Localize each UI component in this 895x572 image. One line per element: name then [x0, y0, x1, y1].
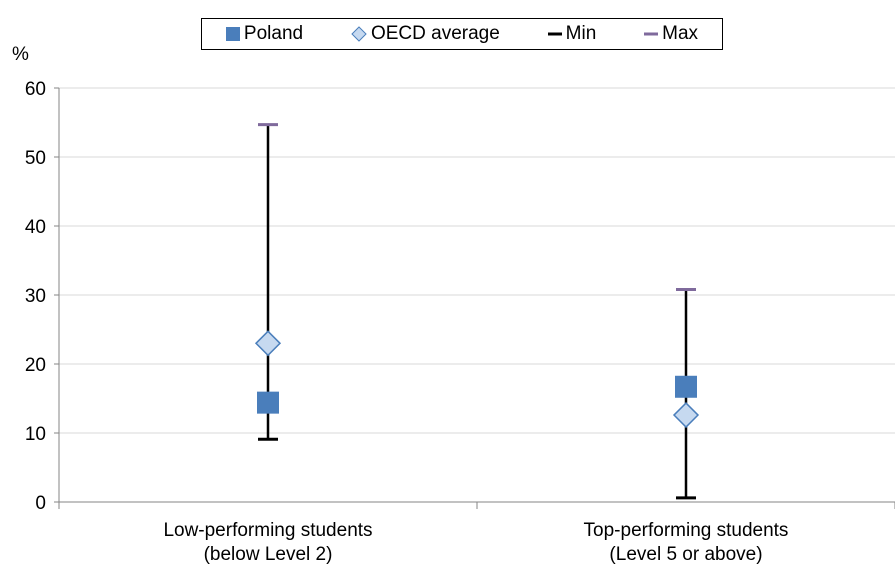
legend-label-oecd-average: OECD average — [370, 23, 500, 44]
axes — [54, 87, 895, 509]
x-category-label: Low-performing students — [163, 520, 372, 541]
legend-label-min: Min — [565, 23, 597, 44]
y-tick-label: 30 — [25, 286, 46, 307]
legend-label-max: Max — [662, 23, 699, 44]
legend: Poland OECD average Min Max — [201, 18, 723, 50]
legend-item-oecd-average: OECD average — [351, 23, 500, 45]
y-tick-label: 60 — [25, 79, 46, 100]
legend-item-max: Max — [644, 23, 698, 45]
gridlines — [59, 87, 895, 434]
max-dash-icon — [644, 32, 659, 36]
y-tick-label: 50 — [25, 148, 46, 169]
data-marks — [254, 123, 700, 500]
diamond-marker-icon — [351, 26, 367, 42]
min-dash-icon — [547, 32, 562, 36]
legend-item-min: Min — [547, 23, 597, 45]
square-marker-icon — [225, 27, 240, 41]
legend-label-poland: Poland — [243, 23, 304, 44]
poland-marker — [257, 391, 279, 414]
x-category-label: (below Level 2) — [204, 544, 333, 565]
poland-marker — [675, 375, 697, 398]
oecd-average-marker — [672, 401, 700, 429]
y-tick-label: 40 — [25, 217, 46, 238]
y-tick-label: 20 — [25, 355, 46, 376]
y-unit-label: % — [12, 44, 29, 65]
legend-item-poland: Poland — [225, 23, 304, 45]
y-tick-label: 0 — [35, 493, 46, 514]
x-category-label: (Level 5 or above) — [609, 544, 762, 565]
y-tick-labels: 0 10 20 30 40 50 60 — [25, 79, 46, 514]
oecd-average-marker — [254, 330, 282, 357]
x-category-labels: Low-performing students (below Level 2) To… — [163, 520, 788, 565]
x-category-label: Top-performing students — [584, 520, 789, 541]
y-tick-label: 10 — [25, 424, 46, 445]
